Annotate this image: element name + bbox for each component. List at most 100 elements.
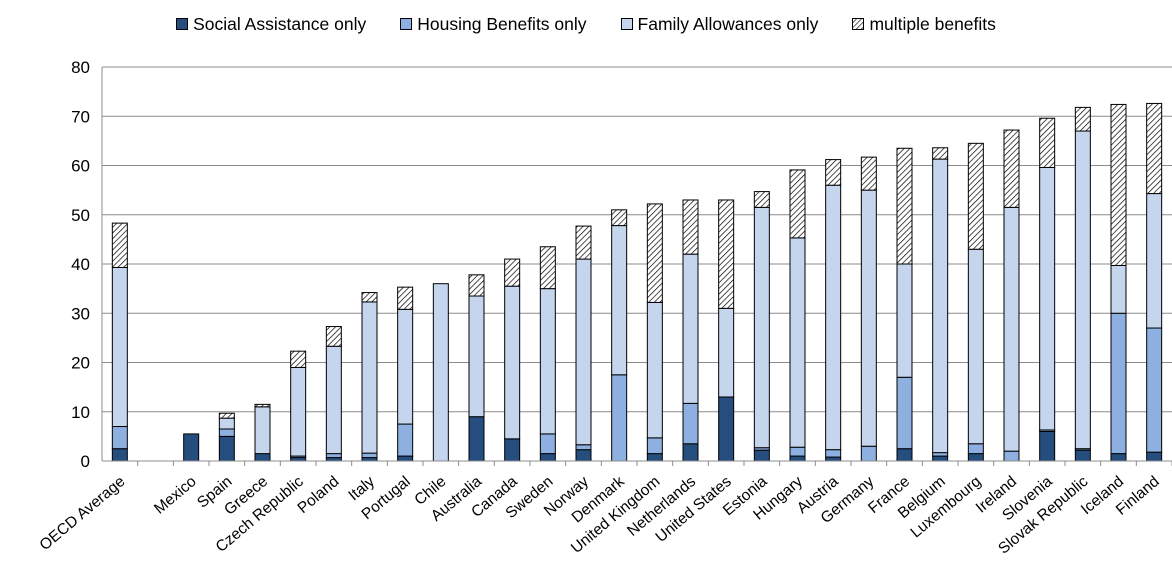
bar-segment-3	[1146, 102, 1163, 195]
bar-segment-0	[397, 455, 414, 462]
bar-segment-2	[361, 301, 378, 454]
legend-item-multiple-benefits: multiple benefits	[852, 13, 996, 35]
bar-segment-1	[825, 449, 842, 458]
bar-segment-1	[361, 452, 378, 459]
bar-segment-0	[896, 448, 913, 462]
bar-segment-0	[932, 455, 949, 462]
bar-segment-0	[753, 449, 770, 462]
bar-segment-2	[1039, 166, 1056, 431]
bar-segment-3	[290, 350, 307, 368]
y-tick-label: 30	[71, 304, 90, 323]
bar-segment-1	[896, 376, 913, 450]
bar-segment-3	[611, 209, 628, 227]
bar-segment-0	[1110, 453, 1127, 462]
bar-segment-0	[111, 448, 128, 462]
bar-segment-0	[789, 455, 806, 462]
legend-label-multiple-benefits: multiple benefits	[869, 13, 996, 34]
x-tick-label: Poland	[295, 473, 343, 517]
bar-segment-3	[1003, 129, 1020, 208]
bar-segment-2	[539, 288, 556, 435]
bar-segment-1	[539, 433, 556, 455]
bar-segment-0	[218, 435, 235, 462]
bars	[111, 102, 1163, 462]
x-tick-label: OECD Average	[37, 473, 129, 554]
bar-segment-2	[1003, 206, 1020, 452]
bar-segment-1	[967, 443, 984, 455]
bar-segment-3	[825, 159, 842, 186]
bar-segment-2	[504, 285, 521, 440]
bar-segment-1	[325, 453, 342, 459]
bar-segment-3	[860, 156, 877, 191]
bar-segment-0	[682, 443, 699, 462]
bar-segment-2	[1146, 193, 1163, 329]
bar-segment-0	[1074, 449, 1091, 462]
bar-segment-1	[397, 423, 414, 457]
bar-segment-2	[932, 158, 949, 454]
bar-segment-3	[468, 274, 485, 297]
legend-label-social-assistance: Social Assistance only	[193, 13, 367, 34]
bar-segment-1	[682, 402, 699, 445]
legend-swatch-family-allowances	[620, 18, 633, 30]
legend-item-family-allowances: Family Allowances only	[620, 13, 819, 35]
y-tick-label: 70	[71, 107, 90, 126]
legend: Social Assistance only Housing Benefits …	[0, 12, 1172, 36]
bar-segment-2	[290, 366, 307, 457]
bar-segment-0	[361, 457, 378, 462]
bar-segment-3	[646, 203, 663, 303]
bar-segment-2	[753, 206, 770, 449]
bar-segment-2	[611, 225, 628, 376]
bar-segment-0	[468, 416, 485, 462]
bar-segment-2	[646, 301, 663, 439]
bar-segment-2	[575, 258, 592, 446]
bar-segment-2	[468, 295, 485, 418]
bar-segment-3	[753, 191, 770, 208]
legend-swatch-multiple-benefits	[852, 18, 865, 30]
y-tick-label: 80	[71, 58, 90, 77]
bar-segment-0	[575, 449, 592, 462]
bar-segment-2	[896, 263, 913, 378]
y-tick-label: 60	[71, 157, 90, 176]
bar-segment-1	[611, 374, 628, 462]
bar-segment-2	[254, 406, 271, 455]
bar-segment-3	[361, 292, 378, 303]
bar-segment-0	[646, 453, 663, 462]
bar-segment-2	[1074, 130, 1091, 450]
bar-segment-1	[1110, 312, 1127, 455]
bar-segment-0	[825, 456, 842, 462]
legend-label-family-allowances: Family Allowances only	[637, 13, 819, 34]
bar-segment-3	[682, 199, 699, 255]
y-tick-label: 0	[81, 452, 90, 471]
bar-segment-3	[397, 286, 414, 310]
bar-segment-3	[1039, 117, 1056, 168]
bar-segment-2	[967, 248, 984, 445]
bar-segment-1	[1146, 327, 1163, 453]
bar-segment-3	[575, 225, 592, 260]
legend-swatch-social-assistance	[176, 18, 189, 30]
bar-segment-3	[539, 246, 556, 290]
bar-segment-2	[218, 417, 235, 430]
bar-segment-3	[1074, 106, 1091, 132]
bar-segment-2	[682, 253, 699, 404]
bar-segment-2	[397, 308, 414, 425]
bar-segment-3	[967, 142, 984, 250]
bar-segment-3	[896, 147, 913, 265]
bar-segment-1	[789, 446, 806, 457]
y-tick-label: 20	[71, 354, 90, 373]
bar-segment-3	[218, 412, 235, 419]
bar-segment-0	[539, 453, 556, 462]
bar-segment-1	[218, 428, 235, 437]
bar-segment-2	[789, 237, 806, 448]
legend-item-social-assistance: Social Assistance only	[176, 14, 366, 35]
y-tick-label: 40	[71, 255, 90, 274]
bar-segment-2	[432, 283, 449, 462]
y-tick-label: 10	[71, 403, 90, 422]
x-tick-label: Mexico	[151, 473, 200, 518]
bar-segment-2	[718, 307, 735, 398]
legend-swatch-housing-benefits	[400, 18, 413, 30]
bar-segment-3	[254, 403, 271, 408]
bar-segment-3	[111, 222, 128, 268]
y-axis: 0 10 20 30 40 50 60 70 80	[71, 58, 103, 471]
bar-segment-3	[932, 147, 949, 160]
